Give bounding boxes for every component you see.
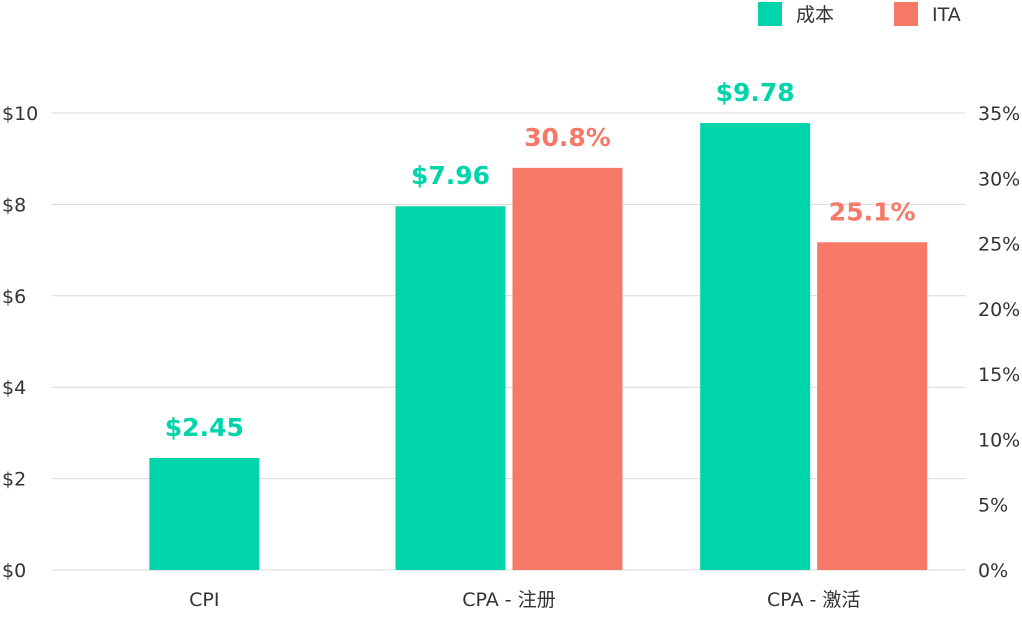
left-tick-label: $6 <box>2 286 26 308</box>
legend-label-ita: ITA <box>932 4 961 26</box>
data-label: $7.96 <box>411 161 490 190</box>
legend-swatch-cost <box>758 2 782 26</box>
bars <box>149 123 928 570</box>
category-label: CPA - 注册 <box>462 589 555 611</box>
data-label: $2.45 <box>165 413 244 442</box>
right-tick-label: 30% <box>978 168 1020 190</box>
right-tick-label: 35% <box>978 103 1020 125</box>
category-label: CPI <box>189 589 219 611</box>
left-tick-label: $10 <box>2 103 38 125</box>
right-axis: 0% 5% 10% 15% 20% 25% 30% 35% <box>978 103 1020 582</box>
right-tick-label: 0% <box>978 560 1008 582</box>
data-label: 25.1% <box>829 197 916 226</box>
data-label: 30.8% <box>524 123 611 152</box>
legend-swatch-ita <box>894 2 918 26</box>
category-label: CPA - 激活 <box>767 589 860 611</box>
left-tick-label: $8 <box>2 194 26 216</box>
right-tick-label: 20% <box>978 299 1020 321</box>
bar-ita <box>817 242 928 570</box>
legend: 成本 ITA <box>758 2 961 26</box>
x-axis: CPI CPA - 注册 CPA - 激活 <box>189 589 860 611</box>
right-tick-label: 10% <box>978 429 1020 451</box>
legend-label-cost: 成本 <box>796 4 834 26</box>
left-axis: $0 $2 $4 $6 $8 $10 <box>2 103 38 582</box>
bar-cost <box>395 206 506 570</box>
data-label: $9.78 <box>716 78 795 107</box>
bar-cost <box>700 123 811 570</box>
left-tick-label: $2 <box>2 469 26 491</box>
right-tick-label: 25% <box>978 234 1020 256</box>
right-tick-label: 5% <box>978 495 1008 517</box>
left-tick-label: $0 <box>2 560 26 582</box>
bar-cost <box>149 458 260 570</box>
bar-ita <box>512 167 623 570</box>
left-tick-label: $4 <box>2 377 26 399</box>
data-labels: $2.45 $7.96 30.8% $9.78 25.1% <box>165 78 916 442</box>
right-tick-label: 15% <box>978 364 1020 386</box>
